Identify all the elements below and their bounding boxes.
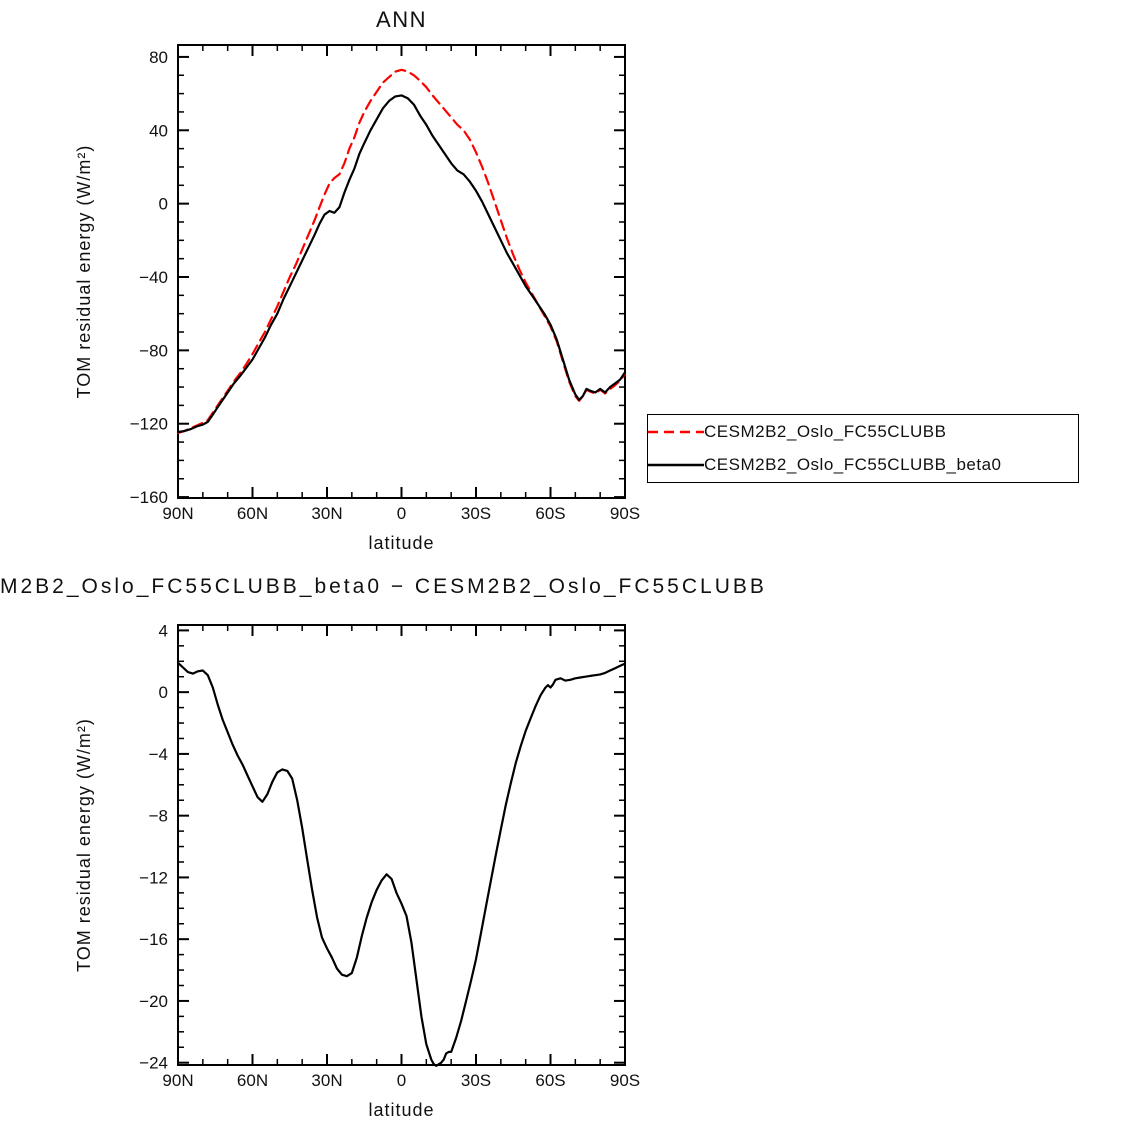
series-CESM2B2_Oslo_FC55CLUBB_beta0 bbox=[176, 94, 627, 434]
y-tick-label: −120 bbox=[130, 415, 168, 434]
y-tick-label: −16 bbox=[139, 930, 168, 949]
y-tick-label: −40 bbox=[139, 268, 168, 287]
x-tick-label: 30S bbox=[461, 504, 491, 523]
x-tick-label: 90S bbox=[610, 1071, 640, 1090]
x-tick-label: 0 bbox=[397, 504, 406, 523]
chart-bottom: 90N 60N 30N 0 30S 60S 90S 4 0 −4 −8 −12 −16 −20 −24 M2B… bbox=[0, 575, 767, 1120]
y-tick-label: −20 bbox=[139, 992, 168, 1011]
y-tick-label: −160 bbox=[130, 488, 168, 507]
y-axis-label: TOM residual energy (W/m²) bbox=[74, 718, 94, 972]
x-tick-label: 0 bbox=[397, 1071, 406, 1090]
x-tick-label: 60N bbox=[237, 1071, 268, 1090]
x-tick-label: 60S bbox=[535, 1071, 565, 1090]
y-tick-label: −80 bbox=[139, 341, 168, 360]
y-tick-label: −8 bbox=[149, 807, 168, 826]
x-tick-label: 30N bbox=[311, 504, 342, 523]
plot-frame bbox=[177, 44, 626, 499]
y-axis-label: TOM residual energy (W/m²) bbox=[74, 145, 94, 399]
legend-line-sample bbox=[648, 463, 704, 466]
legend-item-0: CESM2B2_Oslo_FC55CLUBB bbox=[648, 417, 1078, 447]
legend-line-sample bbox=[648, 431, 704, 434]
x-tick-label: 60S bbox=[535, 504, 565, 523]
chart-title-top: ANN bbox=[376, 7, 427, 32]
chart-top: 90N 60N 30N 0 30S 60S 90S 80 40 0 −40 −80 −120 −160 AN… bbox=[74, 7, 640, 553]
plot-frame bbox=[177, 624, 626, 1066]
y-tick-label: 80 bbox=[149, 48, 168, 67]
legend-label: CESM2B2_Oslo_FC55CLUBB_beta0 bbox=[704, 454, 1002, 474]
x-tick-label: 90N bbox=[162, 1071, 193, 1090]
legend-label: CESM2B2_Oslo_FC55CLUBB bbox=[704, 422, 947, 442]
x-tick-label: 90N bbox=[162, 504, 193, 523]
y-tick-label: −12 bbox=[139, 868, 168, 887]
series-difference bbox=[176, 661, 627, 1067]
y-tick-label: 0 bbox=[159, 195, 168, 214]
x-axis-label: latitude bbox=[368, 533, 434, 553]
y-tick-label: −24 bbox=[139, 1054, 168, 1073]
x-tick-label: 30N bbox=[311, 1071, 342, 1090]
legend-box: CESM2B2_Oslo_FC55CLUBB CESM2B2_Oslo_FC55C… bbox=[647, 414, 1079, 483]
y-tick-label: −4 bbox=[149, 745, 168, 764]
chart-title-bottom: M2B2_Oslo_FC55CLUBB_beta0 − CESM2B2_Oslo… bbox=[0, 575, 767, 598]
y-tick-label: 40 bbox=[149, 121, 168, 140]
x-tick-label: 30S bbox=[461, 1071, 491, 1090]
x-tick-label: 60N bbox=[237, 504, 268, 523]
x-tick-label: 90S bbox=[610, 504, 640, 523]
y-tick-label: 4 bbox=[159, 621, 168, 640]
legend-item-1: CESM2B2_Oslo_FC55CLUBB_beta0 bbox=[648, 450, 1078, 480]
series-CESM2B2_Oslo_FC55CLUBB bbox=[176, 68, 627, 434]
x-axis-label: latitude bbox=[368, 1100, 434, 1120]
y-tick-label: 0 bbox=[159, 683, 168, 702]
